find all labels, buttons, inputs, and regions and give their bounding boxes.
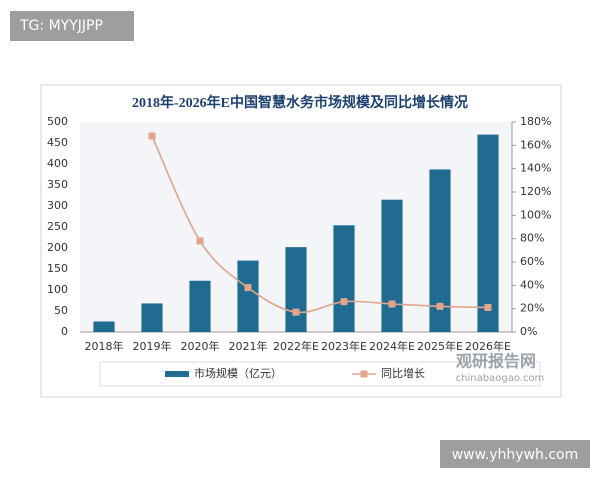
y2-tick-label: 160% [520,138,551,151]
x-tick-label: 2026年E [465,339,511,353]
bar [93,321,115,332]
line-marker [388,300,396,308]
y2-tick-label: 80% [520,232,544,245]
legend-swatch [165,371,189,377]
line-marker [196,237,204,245]
chart-title: 2018年-2026年E中国智慧水务市场规模及同比增长情况 [132,94,468,111]
x-tick-label: 2024年E [369,339,415,353]
bar [237,260,259,332]
bar [381,199,403,332]
line-marker [436,302,444,310]
x-tick-label: 2022年E [273,339,319,353]
legend-label: 同比增长 [381,366,425,380]
y2-tick-label: 40% [520,278,544,291]
bar [285,247,307,332]
y2-tick-label: 20% [520,302,544,315]
y-tick-label: 450 [47,136,68,149]
legend-label: 市场规模（亿元） [194,366,282,380]
bar [429,169,451,332]
badge-bg [10,11,134,41]
badge-text: www.yhhywh.com [452,447,579,463]
y-tick-label: 400 [47,157,68,170]
y-tick-label: 0 [61,325,68,338]
line-marker [484,304,492,311]
y2-tick-label: 60% [520,255,544,268]
y-tick-label: 500 [47,115,68,128]
badge-bg [440,440,590,468]
x-tick-label: 2020年 [181,339,220,353]
x-tick-label: 2021年 [229,339,268,353]
badge-text: TG: MYYJJPP [19,18,103,34]
y-tick-label: 350 [47,178,68,191]
y-tick-label: 50 [54,304,68,317]
y2-tick-label: 120% [520,185,551,198]
y-tick-label: 150 [47,262,68,275]
line-marker [148,132,156,140]
y2-tick-label: 140% [520,162,551,175]
bar [189,280,211,332]
y2-tick-label: 100% [520,208,551,221]
watermark-title: 观研报告网 [456,352,536,371]
y-tick-label: 100 [47,283,68,296]
x-tick-label: 2019年 [133,339,172,353]
y2-tick-label: 180% [520,115,551,128]
line-marker [244,284,252,292]
y2-tick-label: 0% [520,325,537,338]
line-marker [292,308,300,316]
y-tick-label: 250 [47,220,68,233]
legend-swatch [360,370,368,378]
bar [477,134,499,332]
watermark-url: chinabaogao.com [456,373,545,384]
x-tick-label: 2018年 [85,339,124,353]
bar [141,303,163,332]
bar [333,225,355,332]
legend-box [99,361,541,387]
y-tick-label: 200 [47,241,68,254]
x-tick-label: 2023年E [321,339,367,353]
line-marker [340,298,348,306]
x-tick-label: 2025年E [417,339,463,353]
y-tick-label: 300 [47,199,68,212]
